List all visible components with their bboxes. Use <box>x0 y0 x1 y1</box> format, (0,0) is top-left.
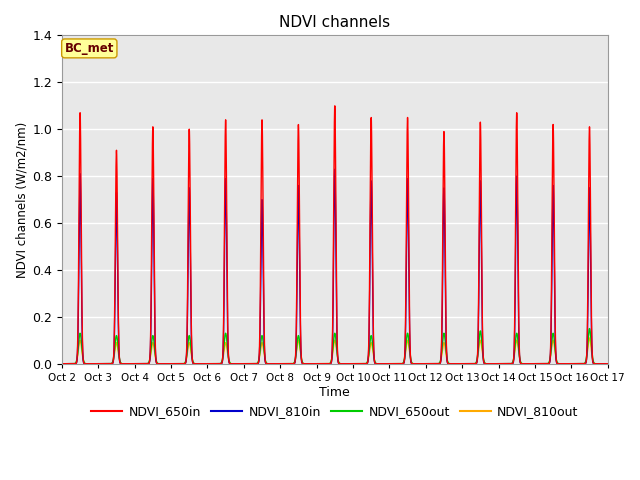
NDVI_810in <box>175 361 182 367</box>
X-axis label: Time: Time <box>319 385 350 398</box>
NDVI_810in <box>410 361 418 367</box>
NDVI_810out <box>58 361 66 367</box>
NDVI_810in <box>58 361 66 367</box>
NDVI_650out <box>604 361 612 367</box>
NDVI_650out <box>488 361 495 367</box>
NDVI_650out <box>586 325 593 331</box>
NDVI_810out <box>175 361 182 367</box>
NDVI_650in <box>175 361 182 367</box>
NDVI_810out <box>262 360 270 366</box>
NDVI_810in <box>331 166 339 172</box>
NDVI_810out <box>169 361 177 367</box>
NDVI_650in <box>410 361 418 367</box>
NDVI_810in <box>604 361 612 367</box>
Line: NDVI_810in: NDVI_810in <box>62 169 608 364</box>
NDVI_810in <box>602 361 610 367</box>
NDVI_650out <box>58 361 66 367</box>
NDVI_810out <box>604 361 612 367</box>
Line: NDVI_810out: NDVI_810out <box>62 338 608 364</box>
NDVI_650out <box>169 361 177 367</box>
Text: BC_met: BC_met <box>65 42 114 55</box>
NDVI_650in <box>488 361 495 367</box>
NDVI_650in <box>58 361 66 367</box>
Legend: NDVI_650in, NDVI_810in, NDVI_650out, NDVI_810out: NDVI_650in, NDVI_810in, NDVI_650out, NDV… <box>86 400 584 423</box>
Title: NDVI channels: NDVI channels <box>279 15 390 30</box>
NDVI_810in <box>488 361 495 367</box>
NDVI_810out <box>602 361 610 367</box>
NDVI_650in <box>262 360 270 366</box>
NDVI_650in <box>169 361 177 367</box>
NDVI_650out <box>602 361 610 367</box>
NDVI_810out <box>410 361 418 367</box>
NDVI_650in <box>602 361 610 367</box>
NDVI_650in <box>604 361 612 367</box>
NDVI_650out <box>410 361 418 367</box>
NDVI_650out <box>175 361 182 367</box>
NDVI_650in <box>331 103 339 109</box>
NDVI_810in <box>169 361 177 367</box>
Y-axis label: NDVI channels (W/m2/nm): NDVI channels (W/m2/nm) <box>15 121 28 277</box>
NDVI_810out <box>586 335 593 341</box>
Line: NDVI_650in: NDVI_650in <box>62 106 608 364</box>
Line: NDVI_650out: NDVI_650out <box>62 328 608 364</box>
NDVI_650out <box>262 360 270 365</box>
NDVI_810out <box>488 361 495 367</box>
NDVI_810in <box>262 361 270 367</box>
